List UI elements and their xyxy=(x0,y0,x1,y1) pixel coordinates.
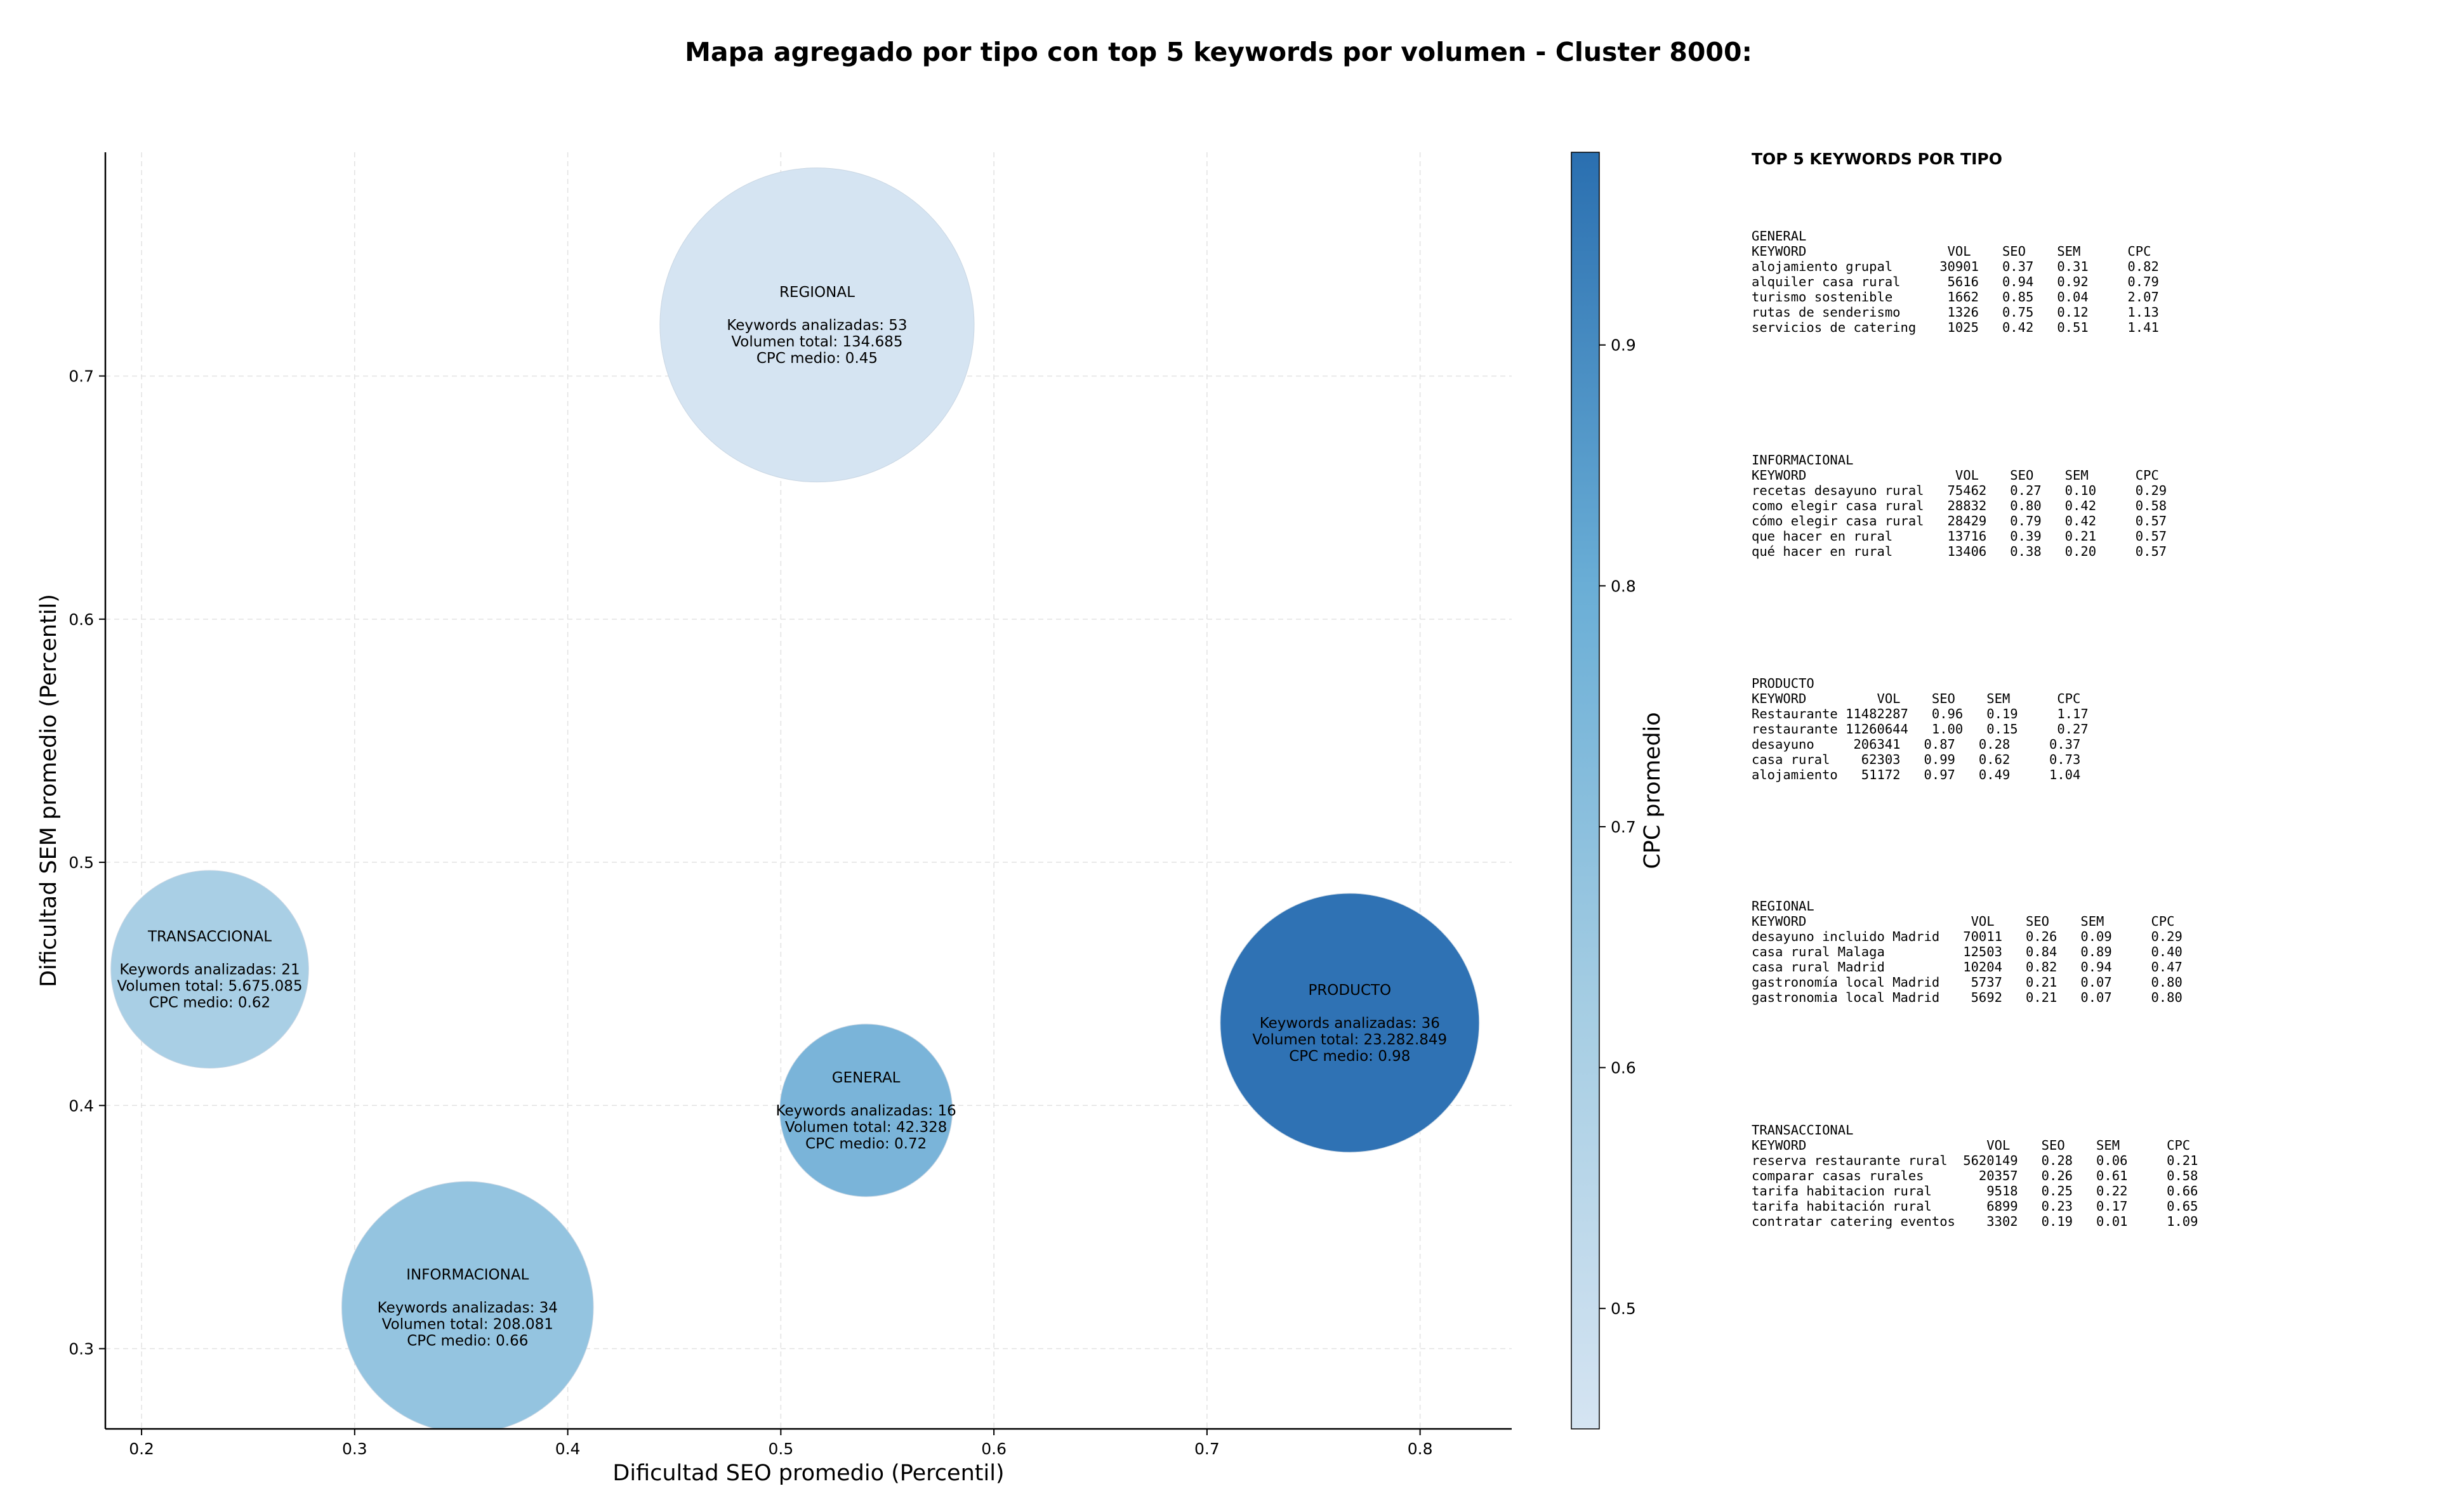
bubble-label: Volumen total: 42.328 xyxy=(785,1119,948,1136)
bubble-label: INFORMACIONAL xyxy=(406,1266,529,1283)
x-tick-label: 0.2 xyxy=(129,1440,154,1458)
bubble-label: Keywords analizadas: 16 xyxy=(776,1103,956,1119)
keyword-table-informacional: INFORMACIONAL KEYWORD VOL SEO SEM CPC re… xyxy=(1752,452,2167,559)
bubble-label: Volumen total: 23.282.849 xyxy=(1252,1032,1447,1048)
x-axis-ticks: 0.2 0.3 0.4 0.5 0.6 0.7 0.8 xyxy=(129,1429,1433,1458)
bubble-label: TRANSACCIONAL xyxy=(147,929,272,945)
x-tick-label: 0.5 xyxy=(768,1440,793,1458)
y-tick-label: 0.4 xyxy=(69,1096,94,1115)
bubble xyxy=(341,1181,594,1429)
bubble-label: GENERAL xyxy=(832,1070,901,1086)
keyword-table-transaccional: TRANSACCIONAL KEYWORD VOL SEO SEM CPC re… xyxy=(1752,1122,2198,1229)
colorbar-ticks: 0.5 0.6 0.7 0.8 0.9 xyxy=(1599,336,1636,1318)
chart-title: Mapa agregado por tipo con top 5 keyword… xyxy=(685,37,1752,67)
bubble xyxy=(659,168,975,483)
bubble xyxy=(779,1023,953,1197)
y-axis-ticks: 0.3 0.4 0.5 0.6 0.7 xyxy=(69,367,105,1358)
bubble-label: Keywords analizadas: 53 xyxy=(727,317,907,334)
y-tick-label: 0.7 xyxy=(69,367,94,386)
x-tick-label: 0.8 xyxy=(1408,1440,1433,1458)
y-tick-label: 0.6 xyxy=(69,610,94,629)
bubble-label: REGIONAL xyxy=(779,284,855,301)
keyword-table-text: INFORMACIONAL KEYWORD VOL SEO SEM CPC re… xyxy=(1752,452,2167,559)
colorbar xyxy=(1571,152,1600,1430)
keyword-table-text: TRANSACCIONAL KEYWORD VOL SEO SEM CPC re… xyxy=(1752,1122,2198,1229)
bubble-label: CPC medio: 0.62 xyxy=(149,995,270,1011)
bubble xyxy=(110,870,309,1068)
bubble-label: CPC medio: 0.45 xyxy=(756,350,878,367)
bubble-label: Keywords analizadas: 36 xyxy=(1260,1015,1440,1032)
bubble-label: CPC medio: 0.72 xyxy=(805,1136,927,1152)
bubble-label: Keywords analizadas: 21 xyxy=(119,962,300,978)
colorbar-tick-label: 0.6 xyxy=(1611,1059,1636,1077)
x-tick-label: 0.4 xyxy=(555,1440,581,1458)
colorbar-label: CPC promedio xyxy=(1640,712,1665,869)
x-tick-label: 0.3 xyxy=(342,1440,367,1458)
bubbles xyxy=(110,168,1480,1429)
bubble-label: Volumen total: 5.675.085 xyxy=(117,978,302,995)
x-axis-label: Dificultad SEO promedio (Percentil) xyxy=(612,1461,1004,1486)
bubble-label: Keywords analizadas: 34 xyxy=(378,1299,558,1316)
x-tick-label: 0.6 xyxy=(981,1440,1007,1458)
bubble-label: PRODUCTO xyxy=(1308,982,1391,999)
keyword-table-regional: REGIONAL KEYWORD VOL SEO SEM CPC desayun… xyxy=(1752,898,2183,1005)
colorbar-tick-label: 0.9 xyxy=(1611,336,1636,355)
colorbar-tick-label: 0.5 xyxy=(1611,1299,1636,1318)
keyword-table-producto: PRODUCTO KEYWORD VOL SEO SEM CPC Restaur… xyxy=(1752,676,2089,782)
bubble-label: CPC medio: 0.66 xyxy=(407,1332,528,1349)
colorbar-tick-label: 0.8 xyxy=(1611,577,1636,595)
bubble xyxy=(1220,893,1480,1153)
y-tick-label: 0.3 xyxy=(69,1340,94,1358)
keyword-table-text: GENERAL KEYWORD VOL SEO SEM CPC alojamie… xyxy=(1752,228,2159,335)
keyword-table-text: PRODUCTO KEYWORD VOL SEO SEM CPC Restaur… xyxy=(1752,676,2089,782)
y-axis-label: Dificultad SEM promedio (Percentil) xyxy=(36,594,62,987)
bubble-label: Volumen total: 208.081 xyxy=(382,1316,553,1332)
top-keywords-heading: TOP 5 KEYWORDS POR TIPO xyxy=(1752,150,2002,168)
keyword-table-text: REGIONAL KEYWORD VOL SEO SEM CPC desayun… xyxy=(1752,898,2183,1005)
colorbar-tick-label: 0.7 xyxy=(1611,818,1636,836)
bubble-label: CPC medio: 0.98 xyxy=(1289,1048,1410,1065)
x-tick-label: 0.7 xyxy=(1194,1440,1220,1458)
keyword-table-general: GENERAL KEYWORD VOL SEO SEM CPC alojamie… xyxy=(1752,228,2159,335)
top-keywords-panel: TOP 5 KEYWORDS POR TIPO GENERAL KEYWORD … xyxy=(1752,150,2386,1229)
y-tick-label: 0.5 xyxy=(69,853,94,872)
bubble-label: Volumen total: 134.685 xyxy=(731,334,902,350)
